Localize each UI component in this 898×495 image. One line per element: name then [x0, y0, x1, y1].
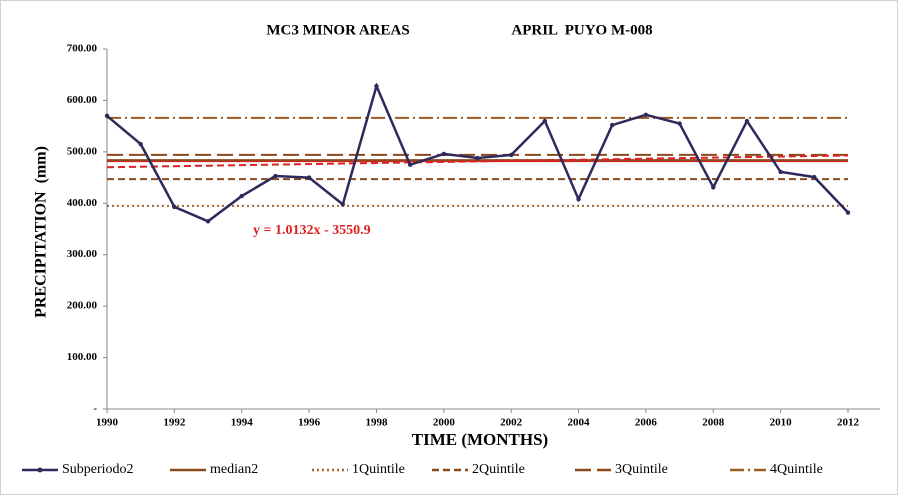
data-point [711, 185, 716, 190]
data-point [508, 152, 514, 158]
y-tick-label: - [93, 403, 97, 415]
x-tick-label: 2008 [702, 417, 725, 429]
x-tick-label: 1992 [163, 417, 186, 429]
x-tick-label: 1990 [96, 417, 119, 429]
x-tick-label: 2004 [568, 417, 591, 429]
x-tick-label: 2012 [837, 417, 860, 429]
x-tick-label: 2010 [770, 417, 793, 429]
data-point [104, 113, 110, 119]
x-tick-label: 1998 [365, 417, 388, 429]
y-tick-label: 700.00 [67, 43, 98, 55]
data-point [138, 141, 143, 147]
trendline [106, 154, 849, 169]
x-axis-label: TIME (MONTHS) [412, 430, 548, 449]
y-axis-label: PRECIPITATION (mm) [33, 146, 50, 318]
legend-label: 4Quintile [770, 462, 823, 477]
data-point [542, 118, 548, 124]
data-point [576, 196, 581, 202]
data-point [475, 155, 480, 161]
data-point [172, 204, 177, 210]
data-point [812, 174, 817, 180]
data-point [610, 122, 615, 128]
y-tick-label: 300.00 [67, 248, 98, 260]
x-tick-label: 2002 [500, 417, 523, 429]
x-tick-label: 1994 [231, 417, 254, 429]
data-point [340, 202, 345, 207]
data-point [374, 83, 379, 89]
data-point [744, 118, 750, 124]
data-point [643, 112, 649, 118]
data-point [407, 162, 413, 167]
legend-label: 1Quintile [352, 462, 405, 477]
x-tick-label: 2000 [433, 417, 456, 429]
data-point [205, 219, 211, 224]
data-point [273, 173, 278, 179]
legend-label: Subperiodo2 [62, 462, 134, 477]
data-point [677, 121, 682, 126]
chart-title: MC3 MINOR AREAS [266, 22, 409, 38]
chart-subtitle: APRIL PUYO M-008 [511, 22, 652, 38]
data-point [306, 175, 312, 180]
data-point [845, 210, 851, 215]
legend-label: 3Quintile [615, 462, 668, 477]
trendline-label: y = 1.0132x - 3550.9 [253, 223, 371, 238]
data-point [778, 169, 783, 175]
data-point [239, 193, 244, 199]
x-tick-label: 1996 [298, 417, 321, 429]
data-point [441, 151, 447, 157]
y-tick-label: 100.00 [67, 351, 98, 363]
legend-label: median2 [210, 462, 258, 477]
legend-label: 2Quintile [472, 462, 525, 477]
y-tick-label: 200.00 [67, 300, 98, 312]
y-tick-label: 600.00 [67, 94, 98, 106]
x-tick-label: 2006 [635, 417, 658, 429]
y-tick-label: 500.00 [67, 145, 98, 157]
legend-marker [37, 467, 43, 473]
y-tick-label: 400.00 [67, 197, 98, 209]
